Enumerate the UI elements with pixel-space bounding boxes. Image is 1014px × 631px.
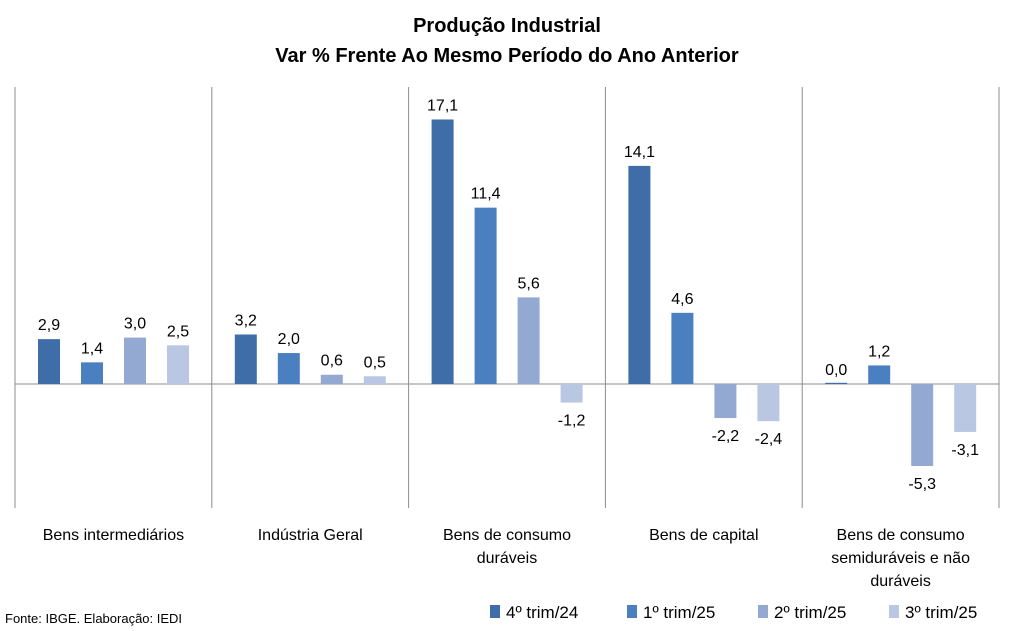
data-label: 17,1	[427, 97, 458, 114]
legend-label: 1º trim/25	[643, 603, 715, 622]
category-label: Bens de consumo duráveis	[443, 527, 571, 567]
category-label: Bens de capital	[649, 527, 758, 544]
legend-swatch	[889, 605, 899, 618]
legend-item: 2º trim/25	[758, 603, 846, 622]
data-label: 4,6	[671, 291, 693, 308]
data-label: 14,1	[624, 144, 655, 161]
chart-category-labels: Bens intermediários Indústria Geral Bens d…	[43, 527, 970, 590]
bar	[954, 384, 977, 432]
legend-swatch	[490, 605, 500, 618]
chart-title-line2: Var % Frente Ao Mesmo Período do Ano Ant…	[275, 45, 739, 67]
legend-swatch	[758, 605, 768, 618]
data-label: 0,0	[825, 362, 847, 379]
data-label: 1,2	[868, 343, 890, 360]
chart-legend: 4º trim/24 1º trim/25 2º trim/25 3º trim/25	[490, 603, 977, 622]
bar	[124, 337, 146, 384]
category-label: Indústria Geral	[258, 527, 363, 544]
data-label: -5,3	[908, 476, 936, 493]
bar	[363, 376, 386, 384]
legend-item: 3º trim/25	[889, 603, 977, 622]
bar	[671, 312, 694, 384]
bar	[825, 382, 848, 384]
chart-title-line1: Produção Industrial	[413, 15, 601, 37]
data-label: -3,1	[951, 442, 979, 459]
legend-item: 1º trim/25	[627, 603, 715, 622]
bar	[431, 119, 454, 384]
data-label: 11,4	[471, 186, 501, 203]
data-label: 3,2	[235, 313, 257, 330]
chart-bars	[38, 119, 977, 466]
data-label: -2,2	[712, 428, 740, 445]
bar	[474, 207, 497, 384]
data-label: -1,2	[558, 413, 586, 430]
bar	[38, 339, 60, 384]
bar	[911, 384, 934, 466]
data-label: -2,4	[755, 431, 783, 448]
bar	[277, 353, 300, 384]
category-label: Bens intermediários	[43, 527, 184, 544]
data-label: 0,6	[321, 353, 343, 370]
legend-label: 2º trim/25	[774, 603, 846, 622]
legend-item: 4º trim/24	[490, 603, 578, 622]
data-label: 2,5	[167, 323, 189, 340]
source-note: Fonte: IBGE. Elaboração: IEDI	[5, 611, 182, 626]
data-label: 3,0	[124, 316, 146, 333]
bar	[868, 365, 891, 384]
legend-swatch	[627, 605, 637, 618]
chart-data-labels: 2,9 3,2 17,1 14,1 0,0 1,4 2,0 11,4 4,6 1,2 3,0 0,6 5…	[38, 97, 979, 493]
bar	[234, 334, 257, 384]
legend-label: 3º trim/25	[905, 603, 977, 622]
bar	[517, 297, 540, 384]
bar	[714, 384, 737, 419]
category-label: Bens de consumo semiduráveis e não durávei…	[831, 527, 970, 590]
data-label: 2,9	[38, 317, 60, 334]
bar	[320, 374, 343, 384]
data-label: 0,5	[364, 354, 386, 371]
legend-label: 4º trim/24	[506, 603, 578, 622]
data-label: 2,0	[278, 331, 300, 348]
chart-grid	[14, 87, 1000, 508]
bar	[81, 362, 103, 384]
bar	[560, 384, 583, 403]
data-label: 5,6	[517, 275, 539, 292]
bar	[628, 165, 651, 384]
bar	[167, 345, 189, 384]
bar	[757, 384, 780, 422]
data-label: 1,4	[81, 340, 103, 357]
